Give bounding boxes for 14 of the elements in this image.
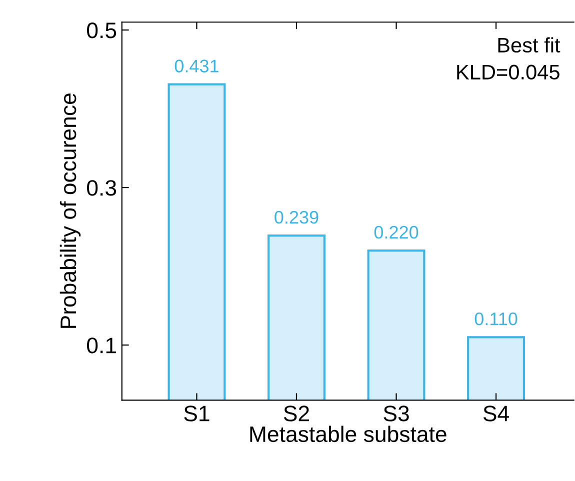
data-label: 0.239 xyxy=(274,210,318,224)
data-label: 0.110 xyxy=(474,312,518,326)
y-tick-label: 0.5 xyxy=(87,22,116,38)
x-tick-label: S4 xyxy=(483,406,509,422)
data-label: 0.431 xyxy=(174,60,218,72)
y-axis-title: Probability of occurence xyxy=(60,94,81,328)
y-tick-label: 0.1 xyxy=(87,338,116,354)
data-label: 0.220 xyxy=(374,226,418,239)
x-tick-label: S2 xyxy=(284,406,309,422)
x-tick-label: S3 xyxy=(384,406,409,422)
annotation: Best fit KLD=0.045 xyxy=(457,37,560,80)
x-axis-title: Metastable substate xyxy=(250,426,446,442)
y-tick-label: 0.3 xyxy=(87,180,116,196)
x-tick-label: S1 xyxy=(184,406,210,422)
